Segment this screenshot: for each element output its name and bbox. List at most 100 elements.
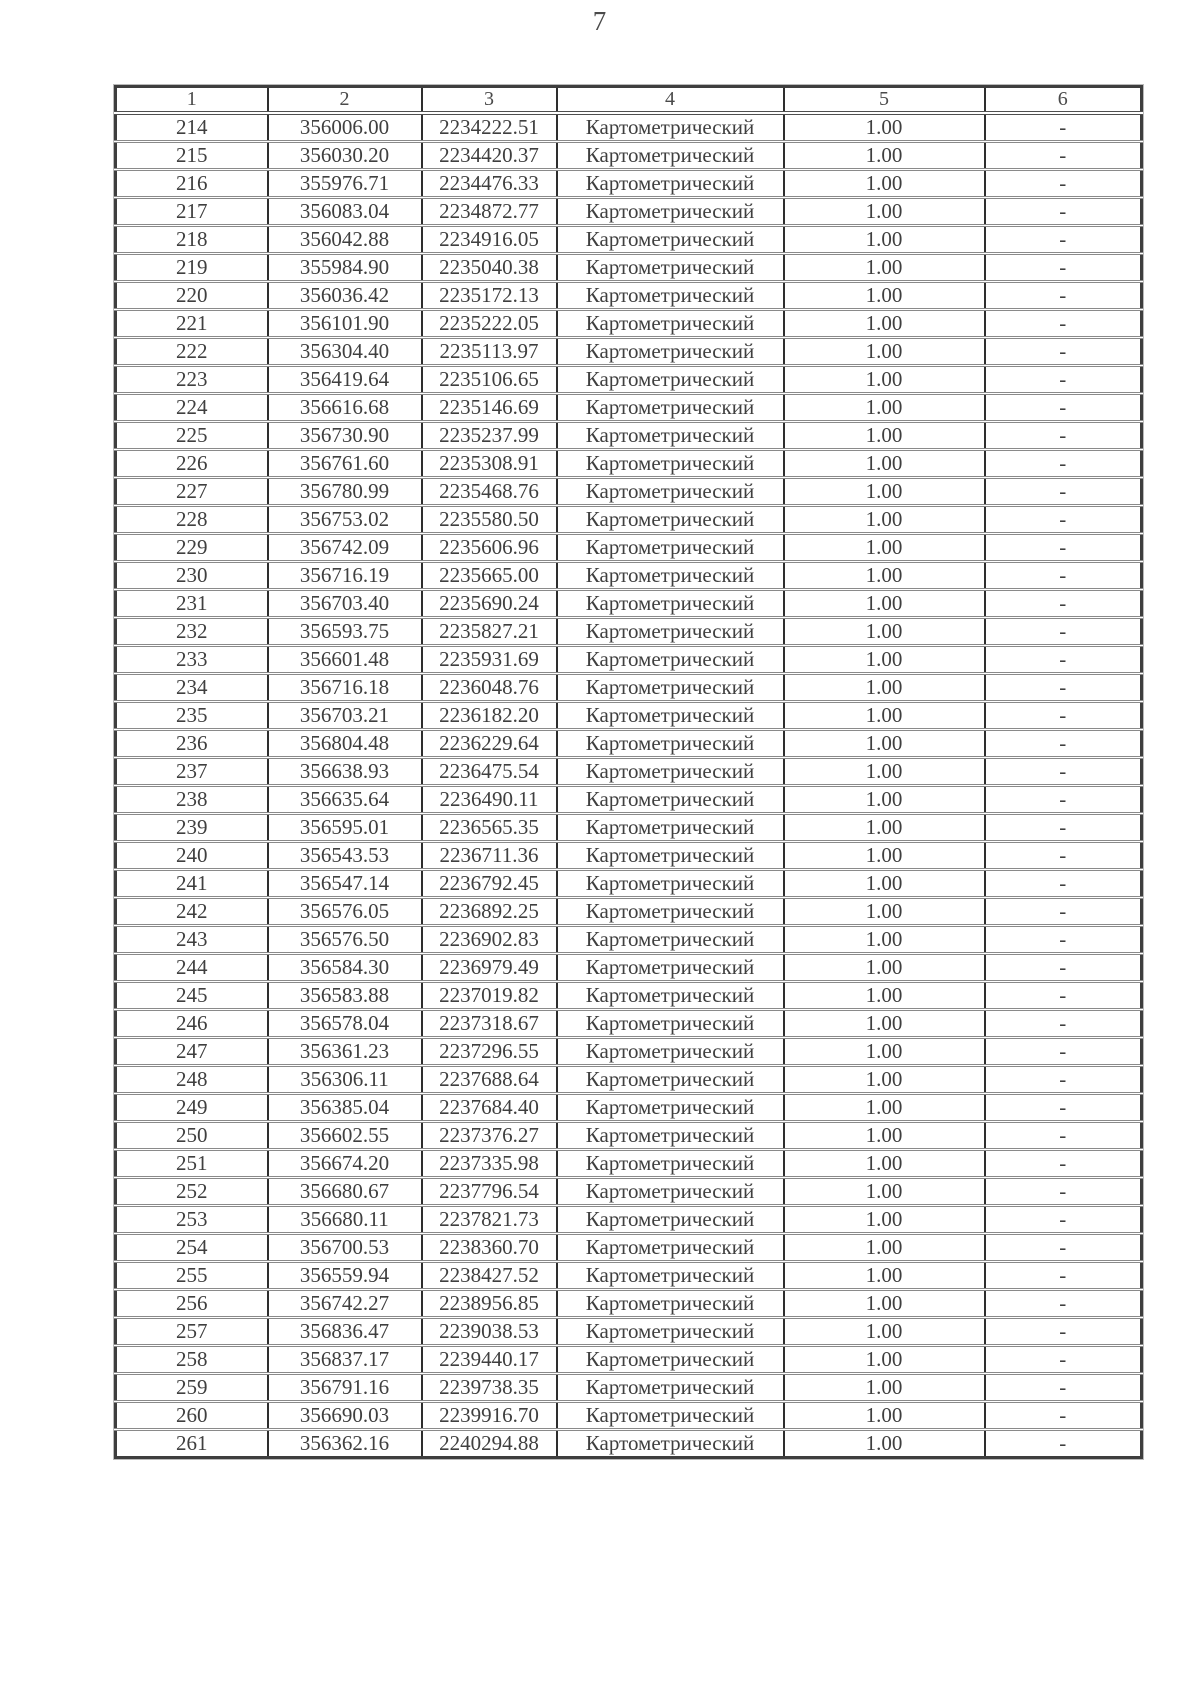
coordinate-y-cell: 2240294.88 bbox=[420, 1428, 558, 1458]
coordinate-x-cell: 356791.16 bbox=[266, 1372, 423, 1402]
table-row: 239 356595.01 2236565.35 Картометрический 1.… bbox=[114, 812, 1143, 842]
coordinate-x-cell: 356700.53 bbox=[266, 1232, 423, 1262]
point-number-cell: 254 bbox=[114, 1232, 269, 1262]
dash-cell: - bbox=[983, 840, 1143, 870]
table-row: 242 356576.05 2236892.25 Картометрический 1.… bbox=[114, 896, 1143, 926]
point-number-cell: 219 bbox=[114, 252, 269, 282]
coordinate-y-cell: 2237318.67 bbox=[420, 1008, 558, 1038]
table-row: 219 355984.90 2235040.38 Картометрический 1.… bbox=[114, 252, 1143, 282]
coordinate-x-cell: 356716.19 bbox=[266, 560, 423, 590]
point-number-cell: 217 bbox=[114, 196, 269, 226]
method-cell: Картометрический bbox=[555, 1036, 785, 1066]
precision-cell: 1.00 bbox=[782, 1148, 986, 1178]
dash-cell: - bbox=[983, 1372, 1143, 1402]
precision-cell: 1.00 bbox=[782, 308, 986, 338]
table-row: 225 356730.90 2235237.99 Картометрический 1.… bbox=[114, 420, 1143, 450]
coordinate-y-cell: 2235690.24 bbox=[420, 588, 558, 618]
method-cell: Картометрический bbox=[555, 280, 785, 310]
table-row: 231 356703.40 2235690.24 Картометрический 1.… bbox=[114, 588, 1143, 618]
table-row: 244 356584.30 2236979.49 Картометрический 1.… bbox=[114, 952, 1143, 982]
precision-cell: 1.00 bbox=[782, 784, 986, 814]
method-cell: Картометрический bbox=[555, 364, 785, 394]
table-header-row: 1 2 3 4 5 6 bbox=[114, 86, 1143, 115]
coordinate-x-cell: 356837.17 bbox=[266, 1344, 423, 1374]
coordinate-x-cell: 356690.03 bbox=[266, 1400, 423, 1430]
table-row: 251 356674.20 2237335.98 Картометрический 1.… bbox=[114, 1148, 1143, 1178]
table-row: 223 356419.64 2235106.65 Картометрический 1.… bbox=[114, 364, 1143, 394]
coordinate-y-cell: 2237688.64 bbox=[420, 1064, 558, 1094]
table-row: 241 356547.14 2236792.45 Картометрический 1.… bbox=[114, 868, 1143, 898]
precision-cell: 1.00 bbox=[782, 1316, 986, 1346]
column-header-6: 6 bbox=[983, 86, 1143, 115]
precision-cell: 1.00 bbox=[782, 1428, 986, 1458]
coordinate-x-cell: 356716.18 bbox=[266, 672, 423, 702]
method-cell: Картометрический bbox=[555, 1008, 785, 1038]
dash-cell: - bbox=[983, 392, 1143, 422]
table-row: 254 356700.53 2238360.70 Картометрический 1.… bbox=[114, 1232, 1143, 1262]
point-number-cell: 225 bbox=[114, 420, 269, 450]
point-number-cell: 249 bbox=[114, 1092, 269, 1122]
table-row: 218 356042.88 2234916.05 Картометрический 1.… bbox=[114, 224, 1143, 254]
table-row: 248 356306.11 2237688.64 Картометрический 1.… bbox=[114, 1064, 1143, 1094]
dash-cell: - bbox=[983, 784, 1143, 814]
dash-cell: - bbox=[983, 756, 1143, 786]
precision-cell: 1.00 bbox=[782, 1288, 986, 1318]
table-row: 247 356361.23 2237296.55 Картометрический 1.… bbox=[114, 1036, 1143, 1066]
method-cell: Картометрический bbox=[555, 168, 785, 198]
method-cell: Картометрический bbox=[555, 868, 785, 898]
method-cell: Картометрический bbox=[555, 1176, 785, 1206]
coordinate-y-cell: 2235580.50 bbox=[420, 504, 558, 534]
point-number-cell: 250 bbox=[114, 1120, 269, 1150]
coordinate-x-cell: 356780.99 bbox=[266, 476, 423, 506]
point-number-cell: 260 bbox=[114, 1400, 269, 1430]
coordinate-y-cell: 2239916.70 bbox=[420, 1400, 558, 1430]
dash-cell: - bbox=[983, 1428, 1143, 1458]
method-cell: Картометрический bbox=[555, 1344, 785, 1374]
method-cell: Картометрический bbox=[555, 644, 785, 674]
precision-cell: 1.00 bbox=[782, 980, 986, 1010]
point-number-cell: 238 bbox=[114, 784, 269, 814]
table-row: 249 356385.04 2237684.40 Картометрический 1.… bbox=[114, 1092, 1143, 1122]
method-cell: Картометрический bbox=[555, 224, 785, 254]
method-cell: Картометрический bbox=[555, 252, 785, 282]
dash-cell: - bbox=[983, 224, 1143, 254]
coordinate-y-cell: 2236711.36 bbox=[420, 840, 558, 870]
table-row: 236 356804.48 2236229.64 Картометрический 1.… bbox=[114, 728, 1143, 758]
table-row: 228 356753.02 2235580.50 Картометрический 1.… bbox=[114, 504, 1143, 534]
column-header-3: 3 bbox=[420, 86, 558, 115]
method-cell: Картометрический bbox=[555, 1232, 785, 1262]
point-number-cell: 239 bbox=[114, 812, 269, 842]
coordinate-x-cell: 356584.30 bbox=[266, 952, 423, 982]
coordinate-y-cell: 2238956.85 bbox=[420, 1288, 558, 1318]
dash-cell: - bbox=[983, 140, 1143, 170]
point-number-cell: 215 bbox=[114, 140, 269, 170]
coordinate-x-cell: 356602.55 bbox=[266, 1120, 423, 1150]
point-number-cell: 257 bbox=[114, 1316, 269, 1346]
dash-cell: - bbox=[983, 812, 1143, 842]
coordinate-y-cell: 2235931.69 bbox=[420, 644, 558, 674]
method-cell: Картометрический bbox=[555, 504, 785, 534]
column-header-1: 1 bbox=[114, 86, 269, 115]
table-row: 237 356638.93 2236475.54 Картометрический 1.… bbox=[114, 756, 1143, 786]
coordinate-x-cell: 356680.11 bbox=[266, 1204, 423, 1234]
dash-cell: - bbox=[983, 1232, 1143, 1262]
table-row: 227 356780.99 2235468.76 Картометрический 1.… bbox=[114, 476, 1143, 506]
coordinate-y-cell: 2234476.33 bbox=[420, 168, 558, 198]
dash-cell: - bbox=[983, 1036, 1143, 1066]
coordinate-y-cell: 2235827.21 bbox=[420, 616, 558, 646]
precision-cell: 1.00 bbox=[782, 1260, 986, 1290]
point-number-cell: 246 bbox=[114, 1008, 269, 1038]
point-number-cell: 226 bbox=[114, 448, 269, 478]
coordinate-y-cell: 2235222.05 bbox=[420, 308, 558, 338]
method-cell: Картометрический bbox=[555, 448, 785, 478]
precision-cell: 1.00 bbox=[782, 1008, 986, 1038]
table-row: 261 356362.16 2240294.88 Картометрический 1.… bbox=[114, 1428, 1143, 1458]
coordinate-x-cell: 356804.48 bbox=[266, 728, 423, 758]
dash-cell: - bbox=[983, 1064, 1143, 1094]
precision-cell: 1.00 bbox=[782, 896, 986, 926]
point-number-cell: 232 bbox=[114, 616, 269, 646]
precision-cell: 1.00 bbox=[782, 1036, 986, 1066]
dash-cell: - bbox=[983, 560, 1143, 590]
table-row: 245 356583.88 2237019.82 Картометрический 1.… bbox=[114, 980, 1143, 1010]
coordinate-y-cell: 2236490.11 bbox=[420, 784, 558, 814]
